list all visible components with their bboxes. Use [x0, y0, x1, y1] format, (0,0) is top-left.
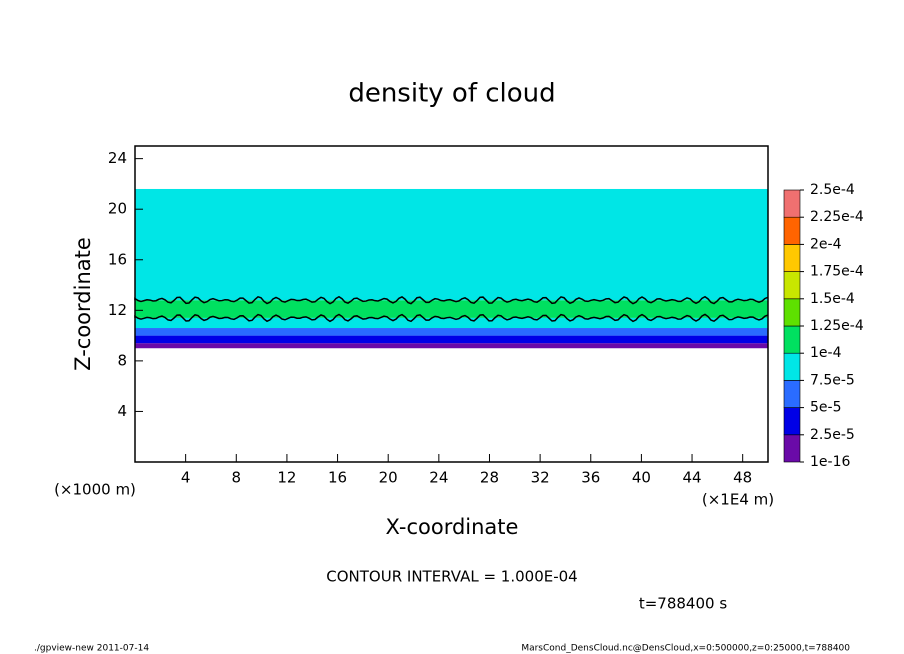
y-tick-label: 8 — [117, 351, 127, 369]
colorbar-swatch — [783, 380, 801, 408]
chart-title: density of cloud — [348, 79, 555, 109]
y-axis-label: Z-coordinate — [71, 237, 95, 371]
density-band — [135, 300, 768, 318]
x-tick-label: 24 — [429, 469, 448, 487]
x-tick-label: 32 — [531, 469, 550, 487]
x-tick-label: 16 — [328, 469, 347, 487]
x-axis-label: X-coordinate — [386, 515, 519, 539]
colorbar-swatch — [783, 434, 801, 463]
density-band — [135, 188, 768, 301]
x-tick-label: 36 — [581, 469, 600, 487]
x-tick-label: 44 — [682, 469, 701, 487]
colorbar-label: 1.5e-4 — [810, 291, 855, 307]
colorbar-label: 2.5e-4 — [810, 182, 855, 198]
contour-line — [134, 295, 769, 305]
y-tick-label: 4 — [117, 402, 127, 420]
density-band — [135, 335, 768, 344]
colorbar-label: 1e-4 — [810, 345, 842, 361]
colorbar-label: 1e-16 — [810, 454, 850, 470]
time-label: t=788400 s — [639, 595, 727, 613]
plot-frame — [134, 145, 769, 463]
density-band — [135, 343, 768, 349]
colorbar-swatch — [783, 352, 801, 381]
y-tick-label: 24 — [108, 149, 127, 167]
x-tick-label: 20 — [379, 469, 398, 487]
y-tick-label: 20 — [108, 200, 127, 218]
colorbar-swatch — [783, 189, 801, 218]
colorbar-swatch — [783, 244, 801, 272]
colorbar-swatch — [783, 298, 801, 327]
contour-line — [134, 313, 769, 323]
colorbar-label: 2e-4 — [810, 236, 842, 252]
x-tick-label: 28 — [480, 469, 499, 487]
footer-right: MarsCond_DensCloud.nc@DensCloud,x=0:5000… — [521, 644, 850, 654]
colorbar-label: 1.25e-4 — [810, 318, 864, 334]
colorbar-swatch — [783, 216, 801, 245]
colorbar-swatch — [783, 325, 801, 354]
footer-left: ./gpview-new 2011-07-14 — [34, 644, 149, 654]
x-tick-label: 48 — [733, 469, 752, 487]
colorbar-swatch — [783, 271, 801, 300]
density-band — [135, 317, 768, 329]
x-tick-label: 4 — [181, 469, 191, 487]
x-tick-label: 40 — [632, 469, 651, 487]
colorbar-swatch — [783, 407, 801, 436]
colorbar-label: 5e-5 — [810, 400, 841, 416]
y-tick-label: 12 — [108, 301, 127, 319]
contour-interval: CONTOUR INTERVAL = 1.000E-04 — [326, 568, 577, 586]
x-tick-label: 8 — [232, 469, 242, 487]
colorbar-label: 1.75e-4 — [810, 264, 864, 280]
colorbar-label: 2.5e-5 — [810, 427, 855, 443]
y-unit: (×1000 m) — [54, 481, 136, 499]
x-unit: (×1E4 m) — [702, 491, 774, 509]
colorbar-label: 2.25e-4 — [810, 209, 864, 225]
x-tick-label: 12 — [277, 469, 296, 487]
y-tick-label: 16 — [108, 250, 127, 268]
density-band — [135, 328, 768, 336]
colorbar-label: 7.5e-5 — [810, 372, 855, 388]
